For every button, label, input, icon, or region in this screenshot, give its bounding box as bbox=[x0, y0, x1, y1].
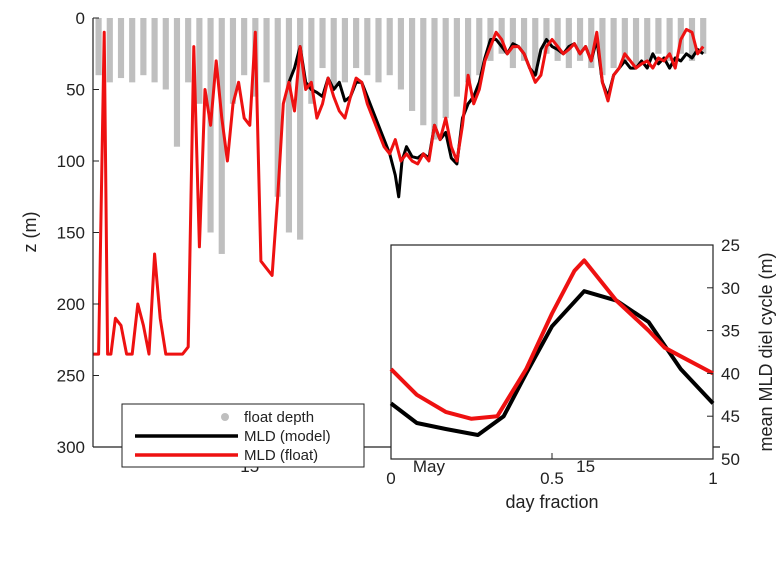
inset-y-tick-label: 50 bbox=[721, 450, 740, 469]
float-depth-profile bbox=[319, 18, 326, 69]
inset-y-tick-label: 30 bbox=[721, 279, 740, 298]
float-depth-profile bbox=[644, 18, 651, 61]
main-y-tick-label: 100 bbox=[57, 152, 85, 171]
float-depth-profile bbox=[688, 18, 696, 61]
float-depth-profile bbox=[677, 18, 684, 54]
float-depth-profile bbox=[129, 18, 136, 83]
float-depth-profile bbox=[700, 18, 707, 54]
float-depth-profile bbox=[173, 18, 181, 147]
inset-series-mld-model bbox=[389, 289, 715, 437]
inset-x-tick-label: 1 bbox=[708, 469, 717, 488]
inset-y-ticks: 25 30 35 40 45 50 bbox=[707, 236, 740, 469]
main-x-tick-label: 15 bbox=[576, 457, 595, 476]
inset-y-tick-label: 25 bbox=[721, 236, 740, 255]
float-depth-profile bbox=[341, 18, 348, 83]
float-depth-profile bbox=[442, 18, 449, 119]
float-depth-profile bbox=[565, 18, 572, 69]
float-depth-profile bbox=[263, 18, 270, 83]
main-y-tick-label: 50 bbox=[66, 81, 85, 100]
float-depth-profile bbox=[117, 18, 125, 79]
legend: float depth MLD (model) MLD (float) bbox=[121, 403, 365, 468]
main-y-ticks: 0 50 100 150 200 250 300 bbox=[57, 9, 99, 457]
inset-x-axis-label: day fraction bbox=[505, 492, 598, 512]
float-depth-profile bbox=[588, 18, 595, 69]
float-depth-profile bbox=[274, 18, 281, 197]
float-depth-profile bbox=[465, 18, 472, 83]
float-depth-profile bbox=[375, 18, 382, 83]
float-depth-profile bbox=[431, 18, 438, 140]
float-depth-profile bbox=[520, 18, 528, 61]
float-depth-profile bbox=[162, 18, 169, 90]
float-depth-profile bbox=[666, 18, 673, 61]
float-depth-profile bbox=[621, 18, 628, 61]
legend-model-label: MLD (model) bbox=[244, 428, 331, 445]
main-series-mld-float bbox=[93, 27, 705, 356]
float-depth-profile bbox=[599, 18, 606, 76]
main-y-tick-label: 0 bbox=[76, 9, 85, 28]
float-depth-profile bbox=[241, 18, 248, 76]
float-depth-profile bbox=[353, 18, 360, 69]
inset-y-tick-label: 40 bbox=[721, 364, 740, 383]
inset-line-series bbox=[389, 258, 715, 437]
inset-y-tick-label: 45 bbox=[721, 407, 740, 426]
float-depth-profile bbox=[554, 18, 561, 61]
float-depth-profile bbox=[610, 18, 617, 69]
float-depth-series bbox=[95, 18, 707, 254]
float-depth-profile bbox=[140, 18, 147, 76]
float-depth-profile bbox=[543, 18, 550, 54]
main-x-tick-label: May bbox=[413, 457, 446, 476]
float-depth-profile bbox=[576, 18, 584, 61]
float-depth-profile bbox=[285, 18, 293, 233]
float-depth-profile bbox=[532, 18, 539, 76]
main-y-axis-label: z (m) bbox=[20, 212, 40, 253]
float-depth-profile bbox=[397, 18, 404, 90]
float-depth-profile bbox=[330, 18, 337, 90]
main-y-tick-label: 300 bbox=[57, 438, 85, 457]
main-y-tick-label: 200 bbox=[57, 295, 85, 314]
float-depth-profile bbox=[297, 18, 304, 240]
float-depth-profile bbox=[420, 18, 427, 126]
float-depth-profile bbox=[655, 18, 662, 54]
inset-series-mld-float bbox=[389, 258, 714, 421]
float-depth-profile bbox=[498, 18, 505, 54]
inset-x-tick-label: 0.5 bbox=[540, 469, 564, 488]
float-depth-profile bbox=[185, 18, 192, 83]
inset-x-tick-label: 0 bbox=[386, 469, 395, 488]
float-depth-profile bbox=[409, 18, 416, 111]
main-line-series bbox=[93, 27, 705, 356]
float-depth-profile bbox=[308, 18, 315, 104]
legend-float-depth-marker bbox=[221, 413, 229, 421]
main-y-tick-label: 150 bbox=[57, 224, 85, 243]
float-depth-profile bbox=[95, 18, 102, 76]
float-depth-profile bbox=[453, 18, 460, 97]
inset-background bbox=[390, 244, 714, 460]
float-depth-profile bbox=[364, 18, 371, 76]
inset-y-axis-label: mean MLD diel cycle (m) bbox=[756, 252, 776, 451]
inset-y-tick-label: 35 bbox=[721, 322, 740, 341]
float-depth-profile bbox=[218, 18, 225, 254]
inset-x-ticks: 0 0.5 1 bbox=[386, 453, 718, 488]
legend-float-label: MLD (float) bbox=[244, 447, 318, 464]
float-depth-profile bbox=[476, 18, 483, 76]
float-depth-profile bbox=[151, 18, 158, 83]
float-depth-profile bbox=[196, 18, 203, 104]
legend-float-depth-label: float depth bbox=[244, 409, 314, 426]
main-y-tick-label: 250 bbox=[57, 367, 85, 386]
float-depth-profile bbox=[229, 18, 237, 104]
float-depth-profile bbox=[632, 18, 640, 69]
float-depth-profile bbox=[106, 18, 113, 83]
float-depth-profile bbox=[386, 18, 393, 76]
